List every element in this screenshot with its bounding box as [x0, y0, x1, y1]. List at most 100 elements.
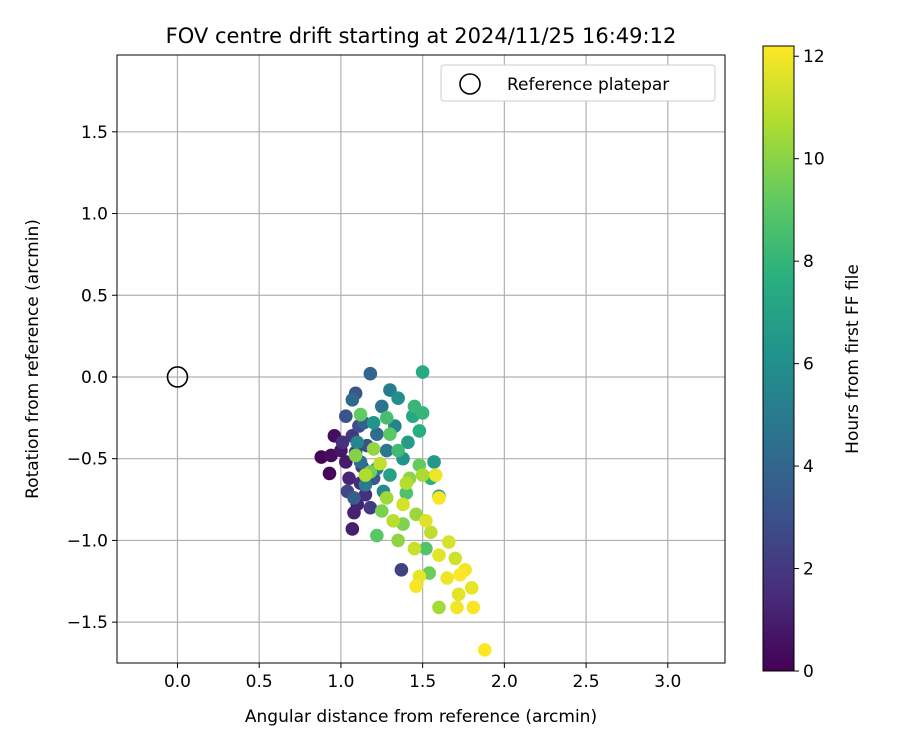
- scatter-point: [322, 466, 337, 481]
- scatter-point: [466, 600, 481, 615]
- scatter-point: [424, 525, 438, 540]
- scatter-point: [428, 468, 443, 482]
- scatter-point: [432, 600, 446, 615]
- x-tick-label: 2.0: [491, 672, 518, 692]
- scatter-points: [314, 365, 492, 657]
- scatter-point: [345, 522, 360, 536]
- colorbar-tick-label: 6: [803, 355, 814, 375]
- scatter-point: [399, 476, 414, 491]
- x-tick-label: 0.5: [246, 672, 273, 692]
- y-tick-label: 0.0: [81, 368, 108, 388]
- scatter-point: [464, 581, 479, 595]
- reference-platepar-marker: [166, 366, 189, 388]
- scatter-point: [363, 366, 378, 381]
- colorbar: 0 2 4 6 8 10 12 Hours from first FF file: [762, 45, 863, 682]
- scatter-point: [339, 409, 353, 424]
- x-axis-ticks: 0.0 0.5 1.0 1.5 2.0 2.5 3.0: [164, 663, 681, 692]
- scatter-point: [379, 491, 394, 505]
- x-tick-label: 0.0: [164, 672, 191, 692]
- scatter-point: [415, 365, 430, 379]
- legend-box: [440, 64, 716, 102]
- y-axis-ticks: −1.5 −1.0 −0.5 0.0 0.5 1.0 1.5: [67, 123, 117, 633]
- scatter-point: [440, 571, 454, 585]
- scatter-point: [451, 587, 466, 602]
- y-tick-label: −1.5: [67, 613, 108, 633]
- grid-lines: [117, 55, 725, 663]
- legend-entry-label: Reference platepar: [507, 75, 669, 95]
- x-tick-label: 1.5: [409, 672, 436, 692]
- scatter-point: [394, 563, 409, 577]
- scatter-point: [383, 427, 397, 441]
- scatter-point: [358, 487, 373, 502]
- scatter-point: [427, 455, 441, 469]
- colorbar-tick-label: 4: [803, 457, 814, 477]
- scatter-point: [370, 528, 384, 543]
- scatter-point: [415, 468, 430, 482]
- scatter-point: [401, 435, 415, 450]
- scatter-point: [409, 507, 423, 522]
- scatter-point: [373, 456, 387, 471]
- colorbar-ticks: 0 2 4 6 8 10 12: [794, 47, 825, 682]
- scatter-point: [374, 399, 389, 414]
- y-tick-label: −1.0: [67, 531, 108, 551]
- legend: Reference platepar: [440, 64, 716, 102]
- scatter-point: [450, 600, 464, 615]
- legend-open-circle-icon: [459, 73, 481, 95]
- scatter-point: [370, 427, 384, 441]
- scatter-point: [366, 442, 381, 456]
- y-tick-label: −0.5: [67, 450, 108, 470]
- scatter-point: [363, 500, 378, 515]
- x-axis-label: Angular distance from reference (arcmin): [245, 707, 597, 727]
- scatter-point: [386, 514, 401, 528]
- scatter-point: [419, 541, 433, 556]
- scatter-point: [345, 393, 360, 407]
- scatter-point: [432, 491, 446, 505]
- scatter-point: [407, 399, 422, 414]
- x-tick-label: 2.5: [573, 672, 600, 692]
- scatter-point: [453, 567, 468, 582]
- scatter-point: [383, 468, 397, 482]
- scatter-point: [407, 541, 422, 556]
- x-tick-label: 3.0: [654, 672, 681, 692]
- scatter-point: [353, 407, 368, 422]
- scatter-point: [419, 514, 433, 528]
- scatter-point: [348, 448, 363, 463]
- scatter-point: [379, 411, 394, 425]
- y-tick-label: 1.0: [81, 205, 108, 225]
- scatter-point: [412, 424, 427, 438]
- scatter-point: [441, 535, 456, 549]
- y-tick-label: 1.5: [81, 123, 108, 143]
- scatter-point: [448, 551, 463, 566]
- colorbar-tick-label: 10: [803, 150, 825, 170]
- scatter-point: [409, 579, 423, 593]
- y-axis-label: Rotation from reference (arcmin): [23, 219, 43, 499]
- scatter-point: [391, 443, 405, 458]
- colorbar-tick-label: 8: [803, 252, 814, 272]
- scatter-point: [391, 391, 405, 406]
- scatter-point: [342, 471, 356, 486]
- plot-frame: [116, 54, 726, 664]
- scatter-point: [358, 468, 373, 482]
- scatter-point: [339, 455, 353, 469]
- scatter-point: [396, 497, 410, 512]
- colorbar-tick-label: 12: [803, 47, 825, 67]
- colorbar-gradient: [762, 45, 795, 672]
- scatter-point: [477, 643, 492, 657]
- scatter-point: [350, 435, 365, 450]
- scatter-point: [399, 486, 414, 500]
- scatter-point: [366, 415, 381, 430]
- scatter-point: [347, 491, 361, 505]
- chart-title: FOV centre drift starting at 2024/11/25 …: [166, 24, 677, 48]
- y-tick-label: 0.5: [81, 286, 108, 306]
- colorbar-tick-label: 0: [803, 662, 814, 682]
- x-tick-label: 1.0: [327, 672, 354, 692]
- scatter-point: [335, 435, 350, 450]
- scatter-point: [374, 504, 389, 518]
- scatter-point: [358, 478, 373, 492]
- scatter-point: [379, 443, 394, 458]
- scatter-point: [432, 548, 446, 562]
- colorbar-label: Hours from first FF file: [843, 264, 863, 454]
- scatter-point: [391, 533, 405, 548]
